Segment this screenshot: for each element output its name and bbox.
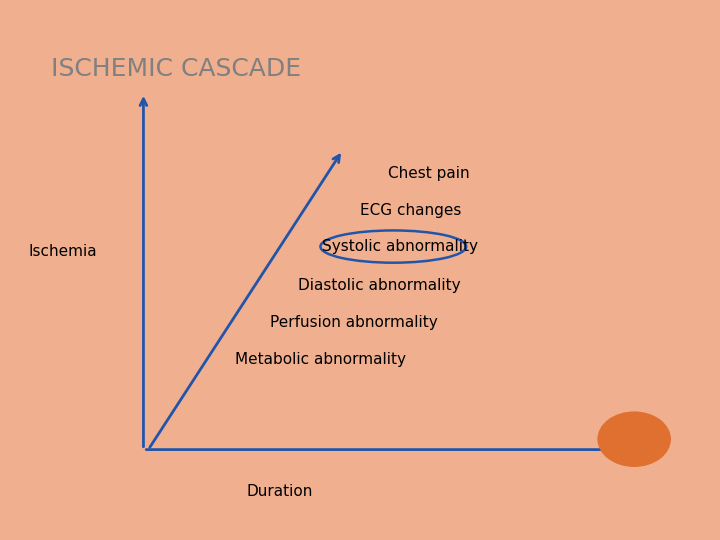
Text: Metabolic abnormality: Metabolic abnormality bbox=[235, 352, 406, 367]
Text: Diastolic abnormality: Diastolic abnormality bbox=[297, 278, 460, 293]
Text: Ischemia: Ischemia bbox=[29, 244, 97, 259]
Circle shape bbox=[598, 412, 670, 466]
Text: ECG changes: ECG changes bbox=[360, 202, 462, 218]
Text: Perfusion abnormality: Perfusion abnormality bbox=[270, 315, 438, 329]
Text: Chest pain: Chest pain bbox=[388, 166, 469, 181]
Text: Systolic abnormality: Systolic abnormality bbox=[322, 239, 478, 254]
Text: Duration: Duration bbox=[247, 484, 313, 499]
Text: ISCHEMIC CASCADE: ISCHEMIC CASCADE bbox=[51, 57, 301, 80]
